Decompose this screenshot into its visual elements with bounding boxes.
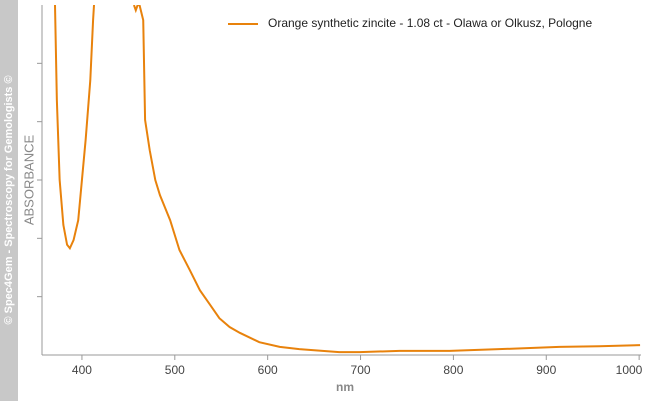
x-axis-label: nm	[336, 380, 354, 394]
data-line	[54, 5, 641, 354]
y-axis-label: ABSORBANCE	[21, 135, 36, 226]
x-tick-label: 400	[72, 363, 92, 377]
x-tick-label: 1000	[616, 363, 643, 377]
x-tick-label: 600	[258, 363, 278, 377]
watermark: © Spec4Gem - Spectroscopy for Gemologist…	[3, 75, 15, 324]
x-tick-label: 500	[165, 363, 185, 377]
legend-label: Orange synthetic zincite - 1.08 ct - Ola…	[268, 16, 592, 30]
x-tick-label: 800	[443, 363, 463, 377]
watermark-strip	[0, 0, 18, 401]
x-tick-label: 700	[351, 363, 371, 377]
x-tick-label: 900	[536, 363, 556, 377]
